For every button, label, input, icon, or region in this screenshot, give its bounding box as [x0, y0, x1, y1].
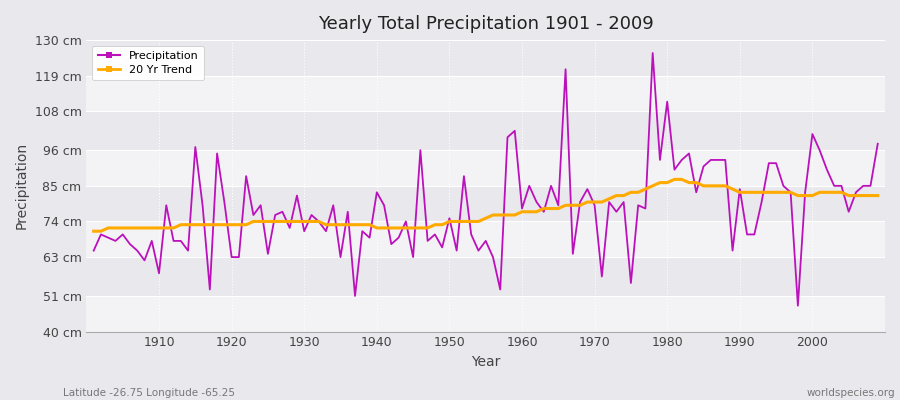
- Title: Yearly Total Precipitation 1901 - 2009: Yearly Total Precipitation 1901 - 2009: [318, 15, 653, 33]
- Legend: Precipitation, 20 Yr Trend: Precipitation, 20 Yr Trend: [92, 46, 204, 80]
- Text: worldspecies.org: worldspecies.org: [807, 388, 896, 398]
- Bar: [86, 222, 885, 257]
- Y-axis label: Precipitation: Precipitation: [15, 142, 29, 230]
- Bar: [86, 150, 885, 186]
- X-axis label: Year: Year: [471, 355, 500, 369]
- Bar: [86, 76, 885, 111]
- Bar: [86, 296, 885, 332]
- Text: Latitude -26.75 Longitude -65.25: Latitude -26.75 Longitude -65.25: [63, 388, 235, 398]
